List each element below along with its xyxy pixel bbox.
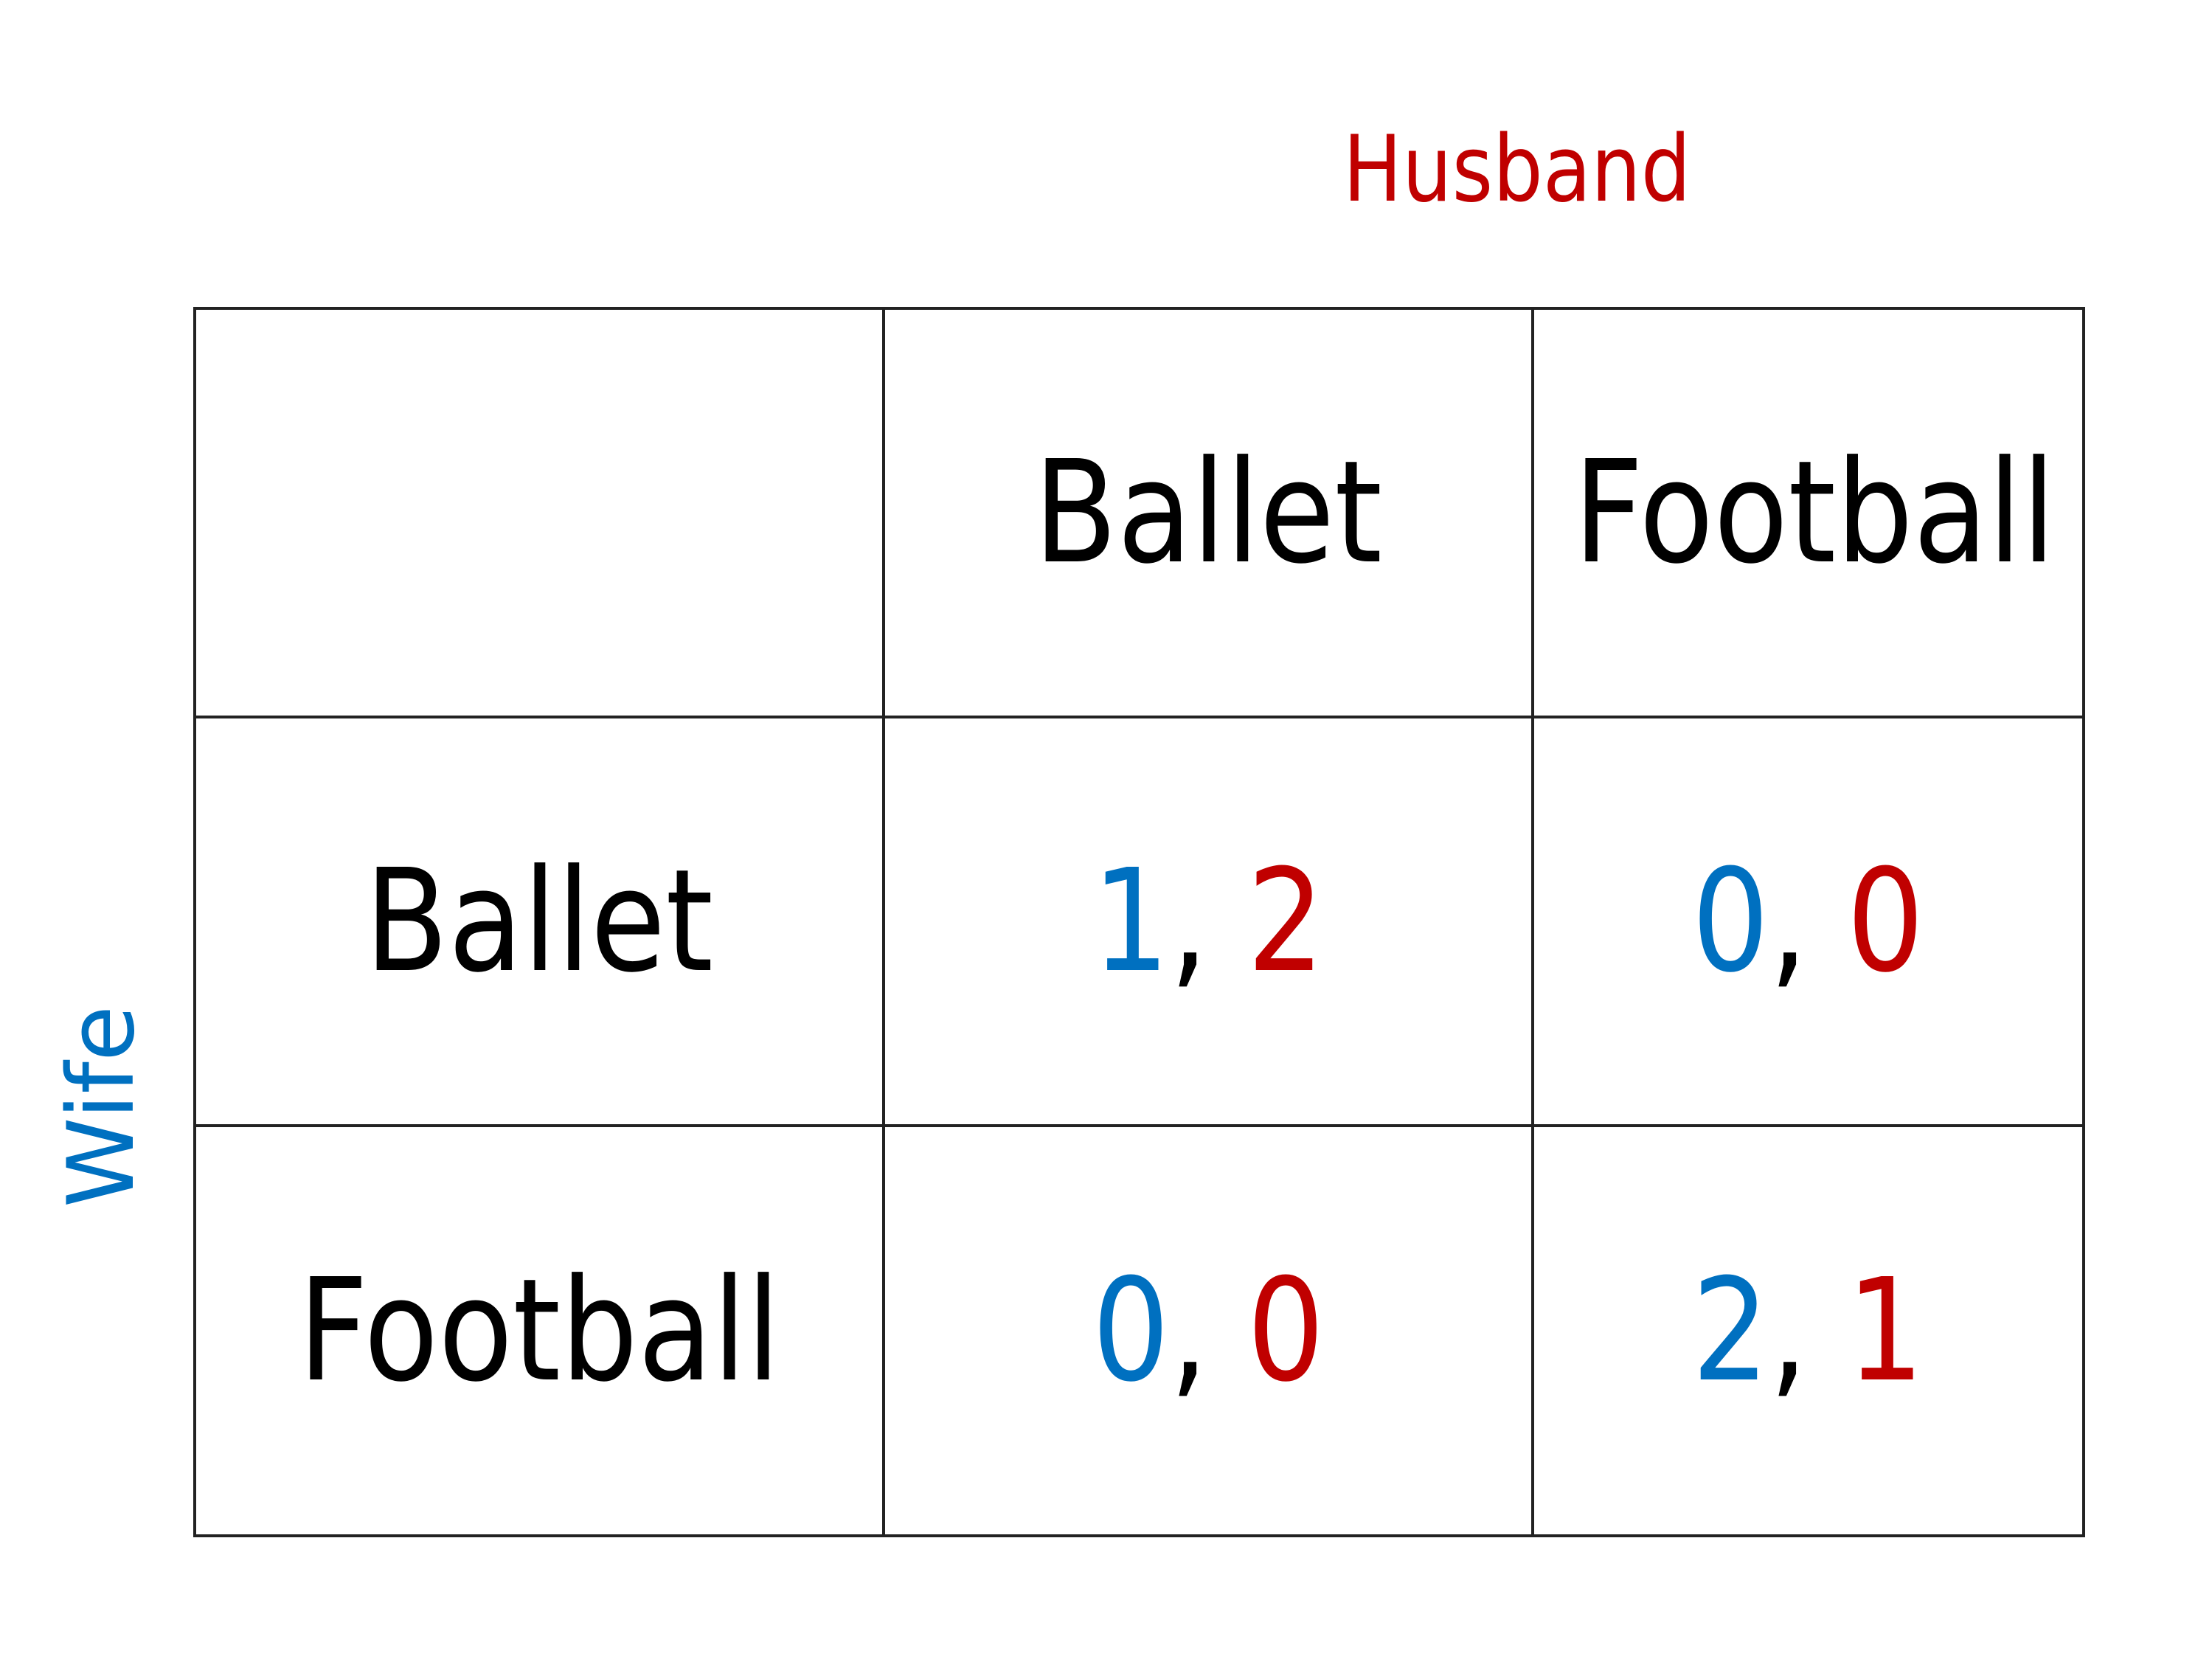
- wife-payoff: 2: [1691, 1248, 1770, 1413]
- payoff-separator: ,: [1169, 1248, 1208, 1413]
- wife-payoff: 0: [1092, 1248, 1170, 1413]
- column-header-cell: Football: [1531, 307, 2085, 718]
- payoff-cell: 0, 0: [882, 1124, 1534, 1537]
- column-player-label: Husband: [1342, 117, 1691, 223]
- row-header-cell: Ballet: [193, 716, 885, 1127]
- husband-payoff: 0: [1247, 1248, 1325, 1413]
- wife-payoff: 1: [1092, 839, 1170, 1004]
- payoff-cell: 1, 2: [882, 716, 1534, 1127]
- payoff-separator: ,: [1769, 839, 1809, 1004]
- column-header-cell: Ballet: [882, 307, 1534, 718]
- husband-payoff: 0: [1846, 839, 1925, 1004]
- row-player-label: Wife: [49, 1005, 155, 1208]
- column-header-football: Football: [1573, 430, 2056, 595]
- husband-payoff: 1: [1846, 1248, 1925, 1413]
- husband-payoff: 2: [1247, 839, 1325, 1004]
- row-header-cell: Football: [193, 1124, 885, 1537]
- column-header-ballet: Ballet: [1033, 430, 1383, 595]
- payoff-separator: ,: [1169, 839, 1208, 1004]
- payoff-cell: 0, 0: [1531, 716, 2085, 1127]
- matrix-row: Football 0, 0 2, 1: [193, 1124, 2085, 1537]
- header-row: Ballet Football: [193, 307, 2085, 718]
- row-header-ballet: Ballet: [364, 839, 714, 1004]
- matrix-row: Ballet 1, 2 0, 0: [193, 716, 2085, 1127]
- wife-payoff: 0: [1691, 839, 1770, 1004]
- payoff-cell: 2, 1: [1531, 1124, 2085, 1537]
- payoff-matrix: Ballet Football Ballet 1, 2 0, 0 Footbal…: [193, 307, 2085, 1537]
- payoff-separator: ,: [1769, 1248, 1809, 1413]
- corner-cell: [193, 307, 885, 718]
- row-header-football: Football: [298, 1248, 780, 1413]
